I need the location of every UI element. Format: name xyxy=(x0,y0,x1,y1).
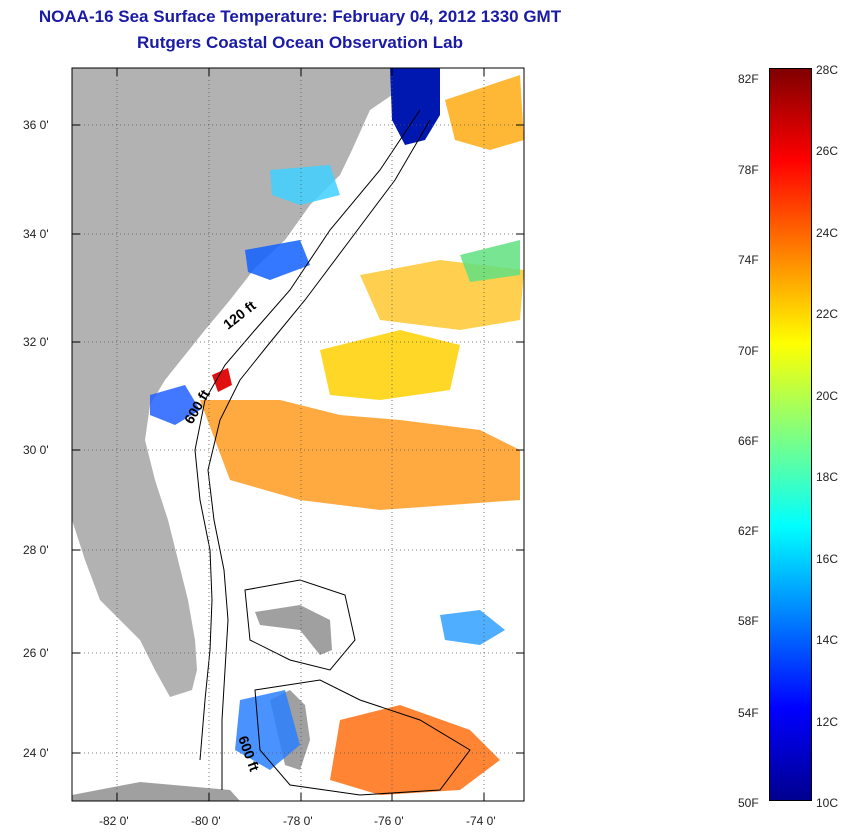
colorbar-label-82f: 82F xyxy=(738,72,759,86)
sst-cold-coastal-patch xyxy=(390,68,440,145)
land-cuba-coast xyxy=(72,782,240,801)
isobath-600ft xyxy=(207,119,431,790)
lat-label-24: 24 0' xyxy=(23,746,49,760)
sst-cyan-patch xyxy=(270,165,340,205)
lat-label-34: 34 0' xyxy=(23,227,49,241)
colorbar-label-18c: 18C xyxy=(816,470,839,484)
sst-green-patch xyxy=(460,240,520,282)
colorbar-label-10c: 10C xyxy=(816,796,839,810)
sst-cool-patch-2 xyxy=(150,385,200,425)
lon-label-78: -78 0' xyxy=(283,814,313,828)
colorbar-label-74f: 74F xyxy=(738,253,759,267)
colorbar-label-78f: 78F xyxy=(738,163,759,177)
map-title: NOAA-16 Sea Surface Temperature: Februar… xyxy=(38,7,562,26)
isobath-bahamas-2 xyxy=(254,679,471,796)
lat-ticks xyxy=(72,124,524,754)
isobath-bahamas xyxy=(244,579,356,671)
lon-label-74: -74 0' xyxy=(466,814,496,828)
colorbar-label-22c: 22C xyxy=(816,307,839,321)
sst-warm-southeast xyxy=(330,705,500,795)
colorbar-label-58f: 58F xyxy=(738,614,759,628)
sst-gulfstream-northeast xyxy=(445,75,524,150)
colorbar-label-54f: 54F xyxy=(738,706,759,720)
colorbar-label-24c: 24C xyxy=(816,226,839,240)
lat-label-32: 32 0' xyxy=(23,335,49,349)
map-grid xyxy=(72,68,524,801)
map-subtitle: Rutgers Coastal Ocean Observation Lab xyxy=(137,33,463,52)
colorbar-label-16c: 16C xyxy=(816,552,839,566)
colorbar-label-70f: 70F xyxy=(738,344,759,358)
colorbar-label-20c: 20C xyxy=(816,389,839,403)
colorbar-label-12c: 12C xyxy=(816,715,839,729)
sst-cool-patch-3 xyxy=(235,690,300,770)
temperature-colorbar xyxy=(769,68,812,801)
lat-label-36: 36 0' xyxy=(23,118,49,132)
sst-warm-band-31n xyxy=(320,330,460,400)
sst-cool-patch-4 xyxy=(440,610,505,645)
colorbar-label-66f: 66F xyxy=(738,434,759,448)
lat-label-30: 30 0' xyxy=(23,443,49,457)
colorbar-label-14c: 14C xyxy=(816,633,839,647)
lat-label-28: 28 0' xyxy=(23,543,49,557)
colorbar-label-50f: 50F xyxy=(738,796,759,810)
sst-cool-patch-1 xyxy=(245,240,310,280)
sst-warm-band-30n xyxy=(200,400,520,510)
lat-label-26: 26 0' xyxy=(23,646,49,660)
colorbar-label-26c: 26C xyxy=(816,144,839,158)
sst-hot-spot xyxy=(212,368,232,392)
land-bahamas-grand xyxy=(255,605,332,655)
lon-label-80: -80 0' xyxy=(191,814,221,828)
land-southeast-us xyxy=(72,68,392,697)
colorbar-label-62f: 62F xyxy=(738,524,759,538)
lon-label-76: -76 0' xyxy=(374,814,404,828)
lon-ticks xyxy=(116,68,485,801)
colorbar-label-28c: 28C xyxy=(816,63,839,77)
isobath-120ft xyxy=(194,109,421,761)
lon-label-82: -82 0' xyxy=(99,814,129,828)
